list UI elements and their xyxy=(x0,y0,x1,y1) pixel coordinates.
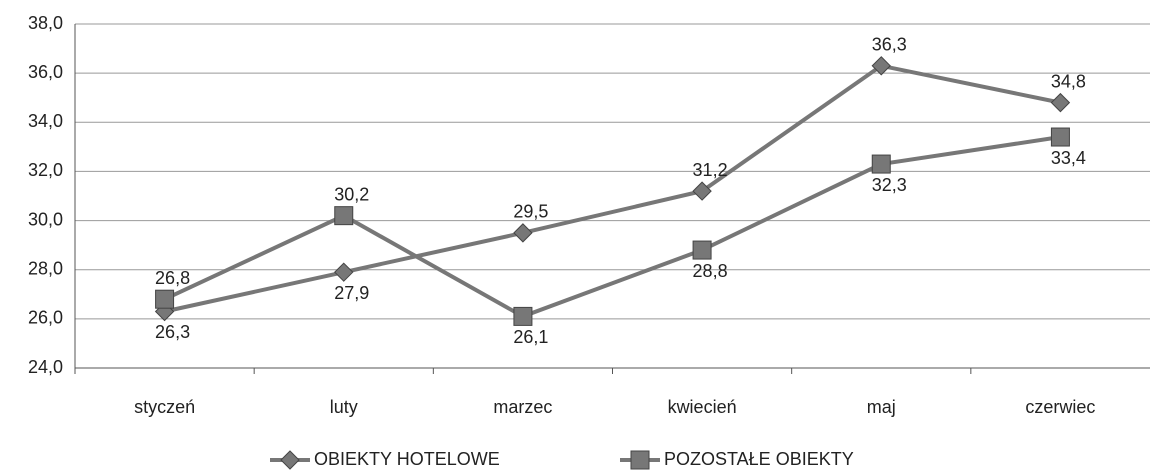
marker-square xyxy=(871,154,891,174)
data-label: 32,3 xyxy=(872,175,907,195)
data-label: 30,2 xyxy=(334,184,369,204)
y-tick-label: 34,0 xyxy=(28,111,63,131)
data-label: 34,8 xyxy=(1051,71,1086,91)
legend-label: POZOSTAŁE OBIEKTY xyxy=(664,449,854,469)
x-tick-label: kwiecień xyxy=(668,397,737,417)
data-label: 36,3 xyxy=(872,35,907,55)
data-label: 26,8 xyxy=(155,268,190,288)
y-tick-label: 28,0 xyxy=(28,258,63,278)
marker-diamond xyxy=(280,450,300,470)
data-label: 33,4 xyxy=(1051,148,1086,168)
marker-diamond xyxy=(334,262,354,282)
x-tick-label: maj xyxy=(867,397,896,417)
data-label: 26,3 xyxy=(155,322,190,342)
data-label: 29,5 xyxy=(513,202,548,222)
marker-square xyxy=(692,240,712,260)
x-tick-label: luty xyxy=(330,397,358,417)
x-tick-label: marzec xyxy=(493,397,552,417)
series-line xyxy=(163,135,1061,319)
marker-diamond xyxy=(1050,92,1071,113)
y-tick-label: 36,0 xyxy=(28,62,63,82)
y-tick-label: 24,0 xyxy=(28,357,63,377)
data-label: 28,8 xyxy=(693,261,728,281)
x-tick-label: styczeń xyxy=(134,397,195,417)
series-line xyxy=(164,63,1061,314)
data-label: 26,1 xyxy=(513,327,548,347)
y-tick-label: 32,0 xyxy=(28,160,63,180)
marker-square xyxy=(1050,127,1070,147)
marker-diamond xyxy=(692,181,712,201)
marker-square xyxy=(513,306,533,326)
marker-square xyxy=(630,450,650,470)
legend-label: OBIEKTY HOTELOWE xyxy=(314,449,500,469)
marker-square xyxy=(155,289,175,309)
data-label: 27,9 xyxy=(334,283,369,303)
y-tick-label: 38,0 xyxy=(28,13,63,33)
marker-diamond xyxy=(513,223,533,243)
marker-square xyxy=(334,206,354,226)
x-tick-label: czerwiec xyxy=(1025,397,1095,417)
marker-diamond xyxy=(871,56,891,76)
data-label: 31,2 xyxy=(693,160,728,180)
y-tick-label: 26,0 xyxy=(28,308,63,328)
y-tick-label: 30,0 xyxy=(28,209,63,229)
